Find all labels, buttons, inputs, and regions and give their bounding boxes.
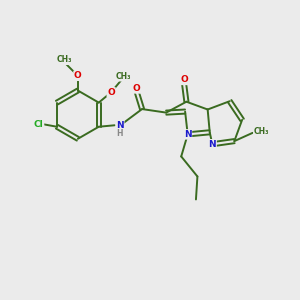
- Text: H: H: [117, 129, 123, 138]
- Text: CH₃: CH₃: [254, 127, 269, 136]
- Text: N: N: [116, 121, 124, 130]
- Text: CH₃: CH₃: [115, 72, 131, 81]
- Text: O: O: [180, 75, 188, 84]
- Text: O: O: [74, 71, 82, 80]
- Text: CH₃: CH₃: [56, 56, 72, 64]
- Text: Cl: Cl: [34, 120, 43, 129]
- Text: N: N: [208, 140, 216, 149]
- Text: O: O: [133, 84, 141, 93]
- Text: N: N: [184, 130, 191, 139]
- Text: O: O: [107, 88, 115, 97]
